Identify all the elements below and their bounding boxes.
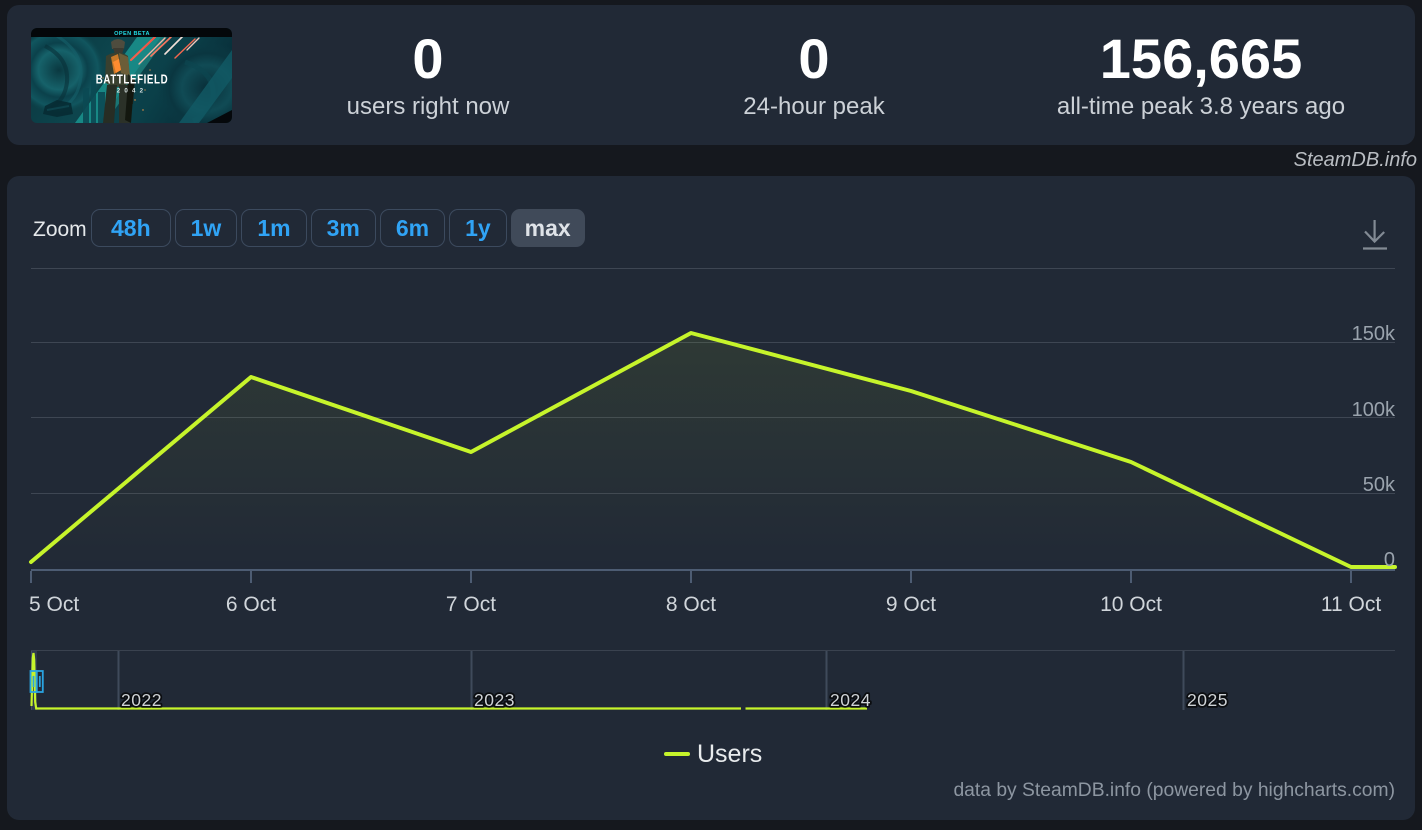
- svg-text:2023: 2023: [474, 690, 515, 710]
- svg-text:9 Oct: 9 Oct: [886, 593, 936, 616]
- svg-text:BATTLEFIELD: BATTLEFIELD: [96, 73, 168, 87]
- svg-text:Users: Users: [697, 740, 762, 768]
- svg-text:2024: 2024: [830, 690, 871, 710]
- svg-text:100k: 100k: [1352, 399, 1396, 421]
- svg-text:data by SteamDB.info (powered: data by SteamDB.info (powered by highcha…: [953, 780, 1395, 801]
- svg-text:7 Oct: 7 Oct: [446, 593, 496, 616]
- svg-text:10 Oct: 10 Oct: [1100, 593, 1162, 616]
- svg-text:8 Oct: 8 Oct: [666, 593, 716, 616]
- svg-text:150k: 150k: [1352, 323, 1396, 345]
- svg-text:2025: 2025: [1187, 690, 1228, 710]
- svg-text:2022: 2022: [121, 690, 162, 710]
- svg-text:0: 0: [1384, 549, 1395, 571]
- svg-text:OPEN BETA: OPEN BETA: [114, 31, 150, 37]
- svg-text:5 Oct: 5 Oct: [29, 593, 79, 616]
- svg-text:6 Oct: 6 Oct: [226, 593, 276, 616]
- svg-text:50k: 50k: [1363, 474, 1396, 496]
- svg-text:2042: 2042: [117, 88, 148, 95]
- svg-text:11 Oct: 11 Oct: [1321, 593, 1381, 616]
